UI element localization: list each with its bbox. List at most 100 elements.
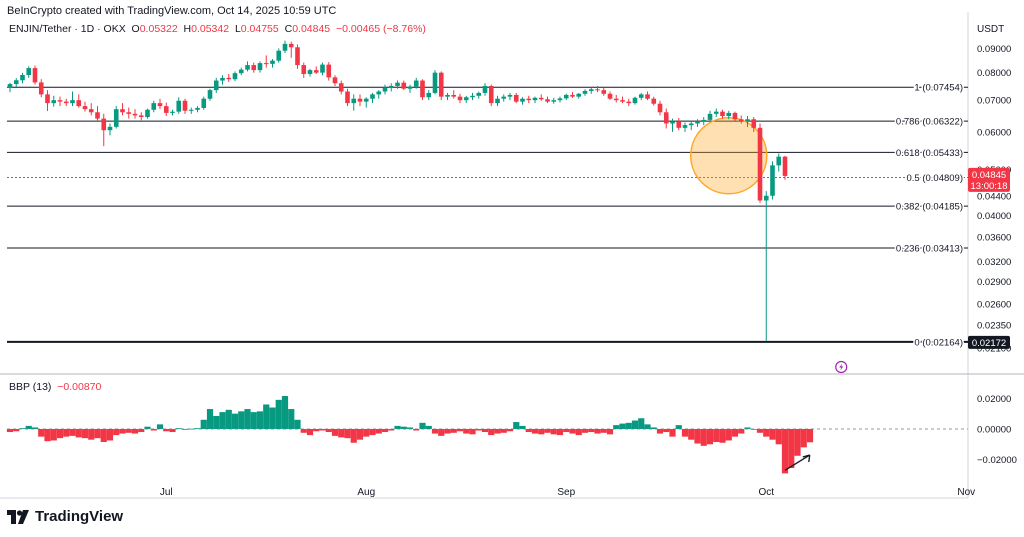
candle-body <box>57 100 63 102</box>
candle-body <box>495 98 500 104</box>
candle-body <box>145 109 150 118</box>
candle-body <box>513 94 519 102</box>
bbp-bar <box>656 428 664 434</box>
candle-body <box>713 111 719 114</box>
time-tick-label: Oct <box>758 487 774 498</box>
candle-body <box>251 65 257 71</box>
fib-level-label: 0.5 (0.04809) <box>906 173 963 184</box>
symbol-legend[interactable]: ENJIN/Tether · 1D · OKX O0.05322 H0.0534… <box>9 23 426 35</box>
bbp-bar <box>400 426 407 429</box>
bbp-bar <box>175 428 182 430</box>
bbp-bar <box>144 426 151 429</box>
candle-body <box>220 77 225 81</box>
tradingview-logo-text: TradingView <box>35 508 124 525</box>
bbp-bar <box>688 428 695 440</box>
candle-body <box>595 89 600 91</box>
bbp-legend[interactable]: BBP (13) −0.00870 <box>9 381 101 393</box>
candle-body <box>388 85 394 88</box>
bbp-bar <box>19 428 26 430</box>
candle-body <box>470 95 475 98</box>
bbp-bar <box>675 425 682 429</box>
bbp-bar <box>713 428 720 442</box>
bbp-bar <box>788 428 795 469</box>
candle-body <box>770 165 775 196</box>
candle-body <box>101 118 107 131</box>
candle-body <box>201 98 207 108</box>
candle-body <box>613 98 619 101</box>
bbp-bar <box>444 428 451 434</box>
candle-body <box>376 91 382 95</box>
bbp-bar <box>288 409 295 429</box>
candle-body <box>476 92 482 96</box>
bbp-bar <box>481 428 489 433</box>
bbp-bar <box>225 409 232 429</box>
bbp-bar <box>138 428 145 433</box>
fib-level-label: 1 (0.07454) <box>914 83 963 94</box>
bbp-bar <box>294 419 301 429</box>
close-value: 0.04845 <box>292 23 331 35</box>
bbp-bar <box>156 424 164 429</box>
bbp-bar <box>194 428 201 430</box>
price-tick-label: 0.04400 <box>977 191 1011 202</box>
candle-body <box>663 112 669 124</box>
bbp-bar <box>538 428 545 435</box>
bbp-bar <box>469 428 476 435</box>
candle-body <box>338 83 344 92</box>
chart-credit: BeInCrypto created with TradingView.com,… <box>7 5 337 17</box>
bbp-bar <box>550 428 557 435</box>
bbp-bar <box>306 428 314 436</box>
bbp-bar <box>331 428 339 436</box>
bbp-bar <box>638 418 645 429</box>
bbp-bar <box>100 428 107 442</box>
bbp-bar <box>313 428 320 432</box>
high-value: 0.05342 <box>191 23 230 35</box>
bbp-bar <box>556 428 564 436</box>
bbp-bar <box>388 428 395 431</box>
fib-level-label: 0.236 (0.03413) <box>896 244 963 255</box>
bbp-bar <box>181 428 189 430</box>
candle-body <box>751 119 757 128</box>
candle-body <box>63 101 69 104</box>
time-tick-label: Aug <box>357 487 375 498</box>
bbp-bar <box>125 428 132 433</box>
candle-body <box>426 92 432 98</box>
candle-body <box>451 94 457 97</box>
candle-body <box>82 106 88 110</box>
candle-body <box>20 74 25 81</box>
candle-body <box>463 97 469 101</box>
bbp-bar <box>94 428 101 439</box>
candle-body <box>782 156 788 176</box>
open-label: O <box>131 23 140 35</box>
candle-body <box>307 70 313 74</box>
candle-body <box>638 94 644 98</box>
bbp-bar <box>563 428 570 433</box>
bbp-bar <box>544 428 551 433</box>
candle-body <box>51 100 57 104</box>
candle-body <box>351 98 357 104</box>
price-tick-label: 0.08000 <box>977 68 1011 79</box>
bbp-bar <box>325 428 332 433</box>
bbp-bar <box>475 428 482 431</box>
bbp-bar <box>575 428 582 436</box>
candle-body <box>295 47 300 66</box>
candle-body <box>776 156 782 166</box>
bbp-bar <box>13 428 20 432</box>
bbp-bar <box>363 428 370 437</box>
bbp-bar <box>769 428 776 440</box>
candle-body <box>507 94 513 97</box>
candle-body <box>720 111 725 117</box>
fib-level-label: 0 (0.02164) <box>914 337 963 348</box>
candle-body <box>620 100 625 102</box>
bbp-bar <box>500 428 507 433</box>
bbp-bar <box>213 415 220 429</box>
candle-body <box>7 84 13 88</box>
bbp-bar <box>6 428 14 433</box>
price-tick-label: 0.04000 <box>977 211 1011 222</box>
price-tick-label: 0.03200 <box>977 257 1011 268</box>
bbp-bar <box>56 428 64 439</box>
candle-body <box>438 72 444 97</box>
candle-body <box>157 103 163 107</box>
bbp-bar <box>188 428 195 430</box>
candle-body <box>332 77 338 84</box>
